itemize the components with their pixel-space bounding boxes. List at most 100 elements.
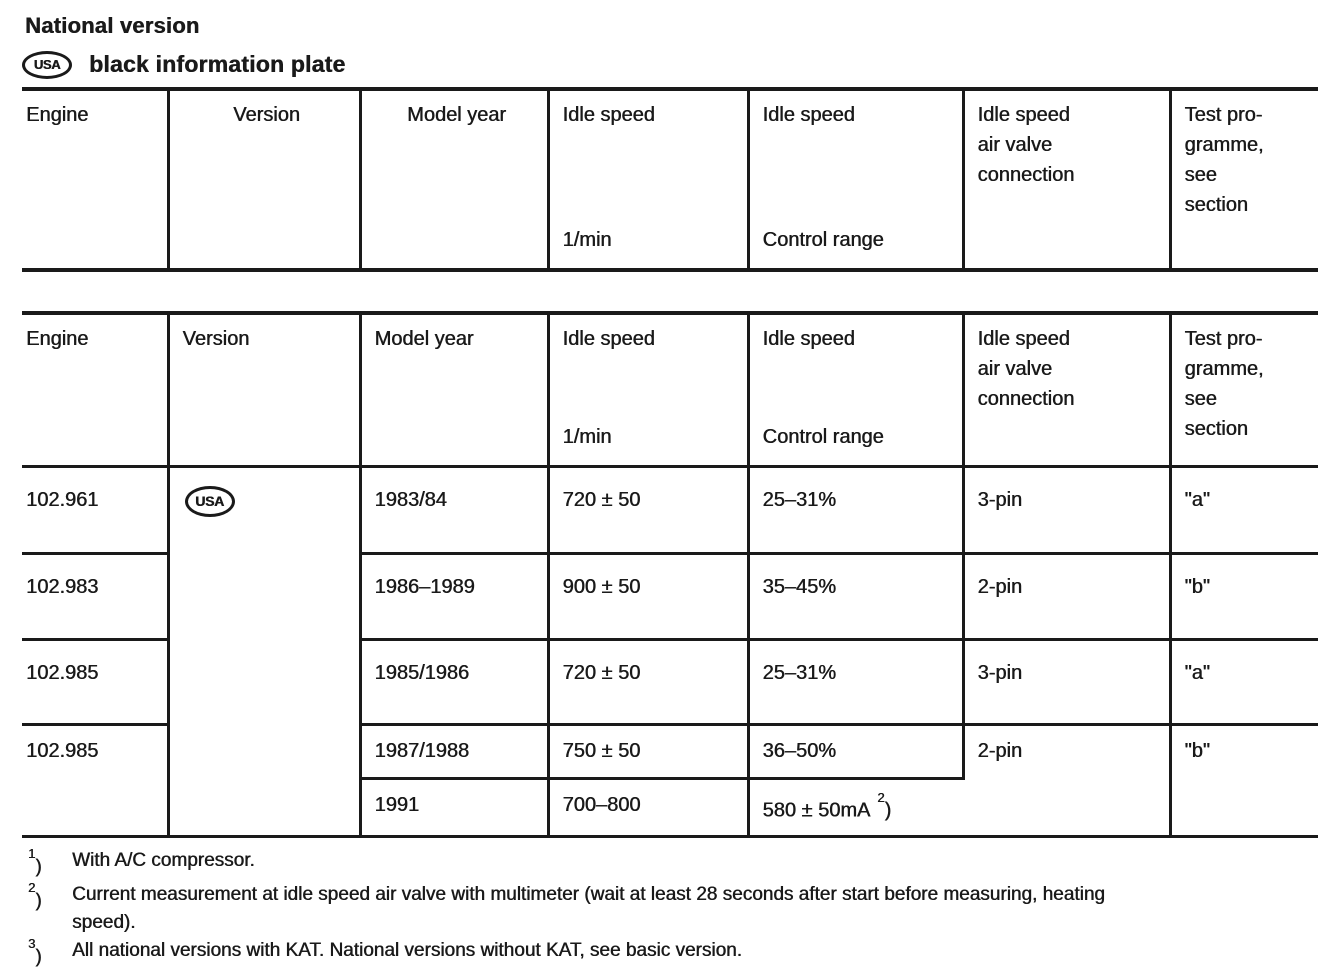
footnote-1-paren: ) [35,856,42,878]
cell-engine: 102.983 [22,553,170,641]
usa-badge-icon: USA [22,50,72,79]
cell-model-year: 1987/1988 [360,724,550,780]
control-range-value: 25–31% [762,488,836,511]
table-row: 102.983 1986–1989 900 ± 50 35–45% 2-pin … [22,553,1318,641]
cell-test-programme: "a" [1170,466,1318,555]
cell-idle-speed: 900 ± 50 [548,553,750,641]
cell-control-range: 36–50% [748,724,965,780]
header-air-valve: Idle speed air valve connection [963,311,1172,468]
header-model-year: Model year [360,311,550,468]
idle-speed-value: 900 ± 50 [562,575,641,598]
engine-value: 102.961 [26,488,99,511]
footnote-1-marker: 1) [22,846,72,881]
header-control-range-wrap: Idle speed Control range [763,100,954,255]
air-valve-value: 3-pin [977,661,1022,684]
header-air-valve: Idle speed air valve connection [963,87,1172,272]
table2-header-row: Engine Version Model year Idle speed 1/m… [22,311,1318,468]
header-idle-speed: Idle speed 1/min [548,311,750,468]
air-valve-value: 2-pin [977,575,1022,598]
control-range-value: 580 ± 50mA [762,799,871,822]
cell-air-valve: 3-pin [963,639,1172,726]
page-subtitle: USA black information plate [22,49,1318,80]
cell-air-valve: 2-pin [963,553,1172,641]
header-idle-speed: Idle speed 1/min [548,87,750,272]
cell-model-year: 1986–1989 [360,553,550,641]
cell-air-valve: 2-pin [963,724,1172,839]
header-idle-speed2-label: Idle speed [762,328,855,350]
footnote-2-text: Current measurement at idle speed air va… [72,884,1105,934]
test-programme-value: "a" [1184,661,1210,684]
cell-control-range: 25–31% [748,639,965,726]
footnote-2: 2) Current measurement at idle speed air… [22,880,1318,937]
cell-engine: 102.961 [22,466,170,555]
engine-value: 102.983 [26,575,99,598]
header-engine: Engine [22,311,170,468]
table-row: 102.985 1987/1988 750 ± 50 36–50% 2-pin … [22,724,1318,839]
document-page: National version USA black information p… [22,13,1318,968]
cell-model-year: 1983/84 [360,466,550,555]
footnote-ref-2: 2 [877,789,885,805]
header-version-label: Version [182,328,250,350]
model-year-value: 1983/84 [374,488,447,511]
header-idle-speed2-label: Idle speed [762,104,855,126]
header-air-valve-label: Idle speed air valve connection [977,328,1075,410]
control-range-value: 36–50% [762,739,836,762]
control-range-value: 25–31% [762,661,836,684]
cell-test-programme: "b" [1170,724,1318,839]
header-test-programme-label: Test pro- gramme, see section [1184,104,1264,216]
header-engine: Engine [22,87,170,272]
header-test-programme: Test pro- gramme, see section [1170,311,1318,468]
header-version: Version [168,311,362,468]
header-engine-label: Engine [26,328,89,350]
cell-idle-speed: 750 ± 50 [548,724,750,780]
idle-speed-value: 700–800 [562,793,641,816]
cell-engine: 102.985 [22,724,170,839]
header-control-range: Idle speed Control range [748,311,965,468]
header-engine-label: Engine [26,104,89,126]
footnote-1-sup: 1 [28,846,36,862]
footnote-2-marker: 2) [22,880,72,915]
header-version-label: Version [233,104,300,126]
header-version: Version [168,87,362,272]
footnote-3-text: All national versions with KAT. National… [72,940,742,962]
model-year-value: 1987/1988 [374,739,470,762]
header-test-programme-label: Test pro- gramme, see section [1184,328,1264,440]
footnote-1-text: With A/C compressor. [72,850,255,872]
idle-speed-value: 720 ± 50 [562,661,641,684]
header-control-range-label: Control range [762,229,884,251]
cell-air-valve: 3-pin [963,466,1172,555]
usa-badge-icon: USA [184,485,235,517]
header-model-year-label: Model year [407,104,506,126]
spec-table-empty: Engine Version Model year Idle speed 1/m… [22,87,1318,272]
cell-model-year: 1991 [360,778,550,839]
control-range-value: 35–45% [762,575,836,598]
engine-value: 102.985 [26,661,99,684]
table-row: 102.985 1985/1986 720 ± 50 25–31% 3-pin … [22,639,1318,726]
header-control-range-label: Control range [762,426,884,448]
header-control-range: Idle speed Control range [748,87,965,272]
cell-idle-speed: 720 ± 50 [548,639,750,726]
cell-test-programme: "a" [1170,639,1318,726]
header-model-year-label: Model year [374,328,474,350]
footnote-3: 3) All national versions with KAT. Natio… [22,936,1318,971]
cell-control-range: 580 ± 50mA 2) [748,778,963,839]
idle-speed-value: 720 ± 50 [562,488,641,511]
header-test-programme: Test pro- gramme, see section [1170,87,1318,272]
cell-idle-speed: 720 ± 50 [548,466,750,555]
header-control-range-wrap: Idle speed Control range [763,324,954,452]
footnote-ref-paren: ) [884,799,892,822]
test-programme-value: "a" [1184,488,1210,511]
page-title: National version [25,13,200,38]
footnote-3-marker: 3) [22,936,72,971]
header-idle-speed-label: Idle speed [562,328,655,350]
header-air-valve-label: Idle speed air valve connection [977,104,1075,186]
header-model-year: Model year [360,87,550,272]
table1-header-row: Engine Version Model year Idle speed 1/m… [22,87,1318,272]
idle-speed-value: 750 ± 50 [562,739,641,762]
air-valve-value: 3-pin [977,488,1022,511]
model-year-value: 1986–1989 [374,575,475,598]
spec-table-usa: Engine Version Model year Idle speed 1/m… [22,311,1318,839]
header-idle-speed-label: Idle speed [562,104,655,126]
cell-control-range: 25–31% [748,466,965,555]
header-idle-speed-wrap: Idle speed 1/min [563,100,739,255]
